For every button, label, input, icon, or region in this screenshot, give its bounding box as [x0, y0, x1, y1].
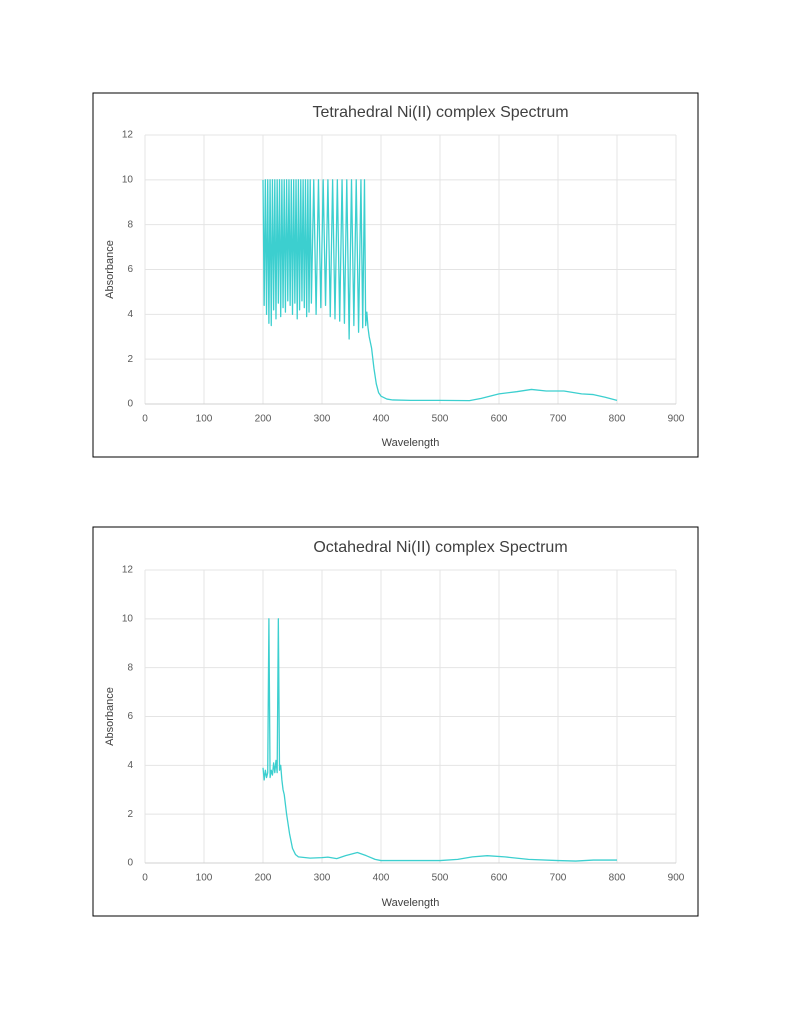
- y-tick-label: 12: [122, 565, 134, 576]
- x-tick-label: 0: [142, 414, 148, 425]
- x-tick-label: 400: [373, 873, 390, 884]
- y-tick-label: 2: [127, 354, 133, 365]
- y-tick-label: 8: [127, 219, 133, 230]
- x-tick-label: 500: [432, 873, 449, 884]
- x-tick-label: 700: [550, 414, 567, 425]
- chart-frame: [92, 526, 699, 917]
- x-tick-label: 600: [491, 414, 508, 425]
- x-axis-label: Wavelength: [382, 437, 440, 449]
- x-tick-label: 100: [196, 873, 213, 884]
- y-tick-label: 10: [122, 613, 134, 624]
- y-tick-label: 6: [127, 711, 133, 722]
- x-axis-label: Wavelength: [382, 897, 440, 909]
- y-tick-label: 0: [127, 858, 133, 869]
- y-axis-label: Absorbance: [104, 687, 116, 746]
- chart: 0 2 4 6 8 10 12 0 100 200 300 400 500 600 700 800 900 Oct…: [92, 526, 699, 917]
- y-tick-label: 12: [122, 130, 134, 141]
- spectrum-line: [262, 618, 617, 862]
- x-tick-label: 300: [314, 414, 331, 425]
- x-tick-label: 200: [255, 414, 272, 425]
- x-tick-label: 900: [668, 873, 685, 884]
- y-axis-label: Absorbance: [104, 240, 116, 299]
- x-tick-label: 800: [609, 414, 626, 425]
- x-tick-label: 900: [668, 414, 685, 425]
- x-tick-label: 700: [550, 873, 567, 884]
- y-tick-label: 4: [127, 309, 133, 320]
- x-tick-label: 100: [196, 414, 213, 425]
- x-tick-label: 500: [432, 414, 449, 425]
- chart: 0 2 4 6 8 10 12 0 100 200 300 400 500 600 700 800 900 Tet…: [92, 92, 699, 458]
- x-tick-label: 200: [255, 873, 272, 884]
- x-tick-label: 400: [373, 414, 390, 425]
- chart-frame: [92, 92, 699, 458]
- spectrum-line: [262, 179, 618, 402]
- y-tick-label: 10: [122, 174, 134, 185]
- y-tick-label: 2: [127, 809, 133, 820]
- x-tick-label: 0: [142, 873, 148, 884]
- chart-title: Tetrahedral Ni(II) complex Spectrum: [312, 104, 568, 121]
- y-tick-label: 0: [127, 399, 133, 410]
- y-tick-label: 6: [127, 264, 133, 275]
- x-tick-label: 800: [609, 873, 626, 884]
- chart-title: Octahedral Ni(II) complex Spectrum: [313, 539, 567, 556]
- x-tick-label: 600: [491, 873, 508, 884]
- x-tick-label: 300: [314, 873, 331, 884]
- y-tick-label: 4: [127, 760, 133, 771]
- y-tick-label: 8: [127, 662, 133, 673]
